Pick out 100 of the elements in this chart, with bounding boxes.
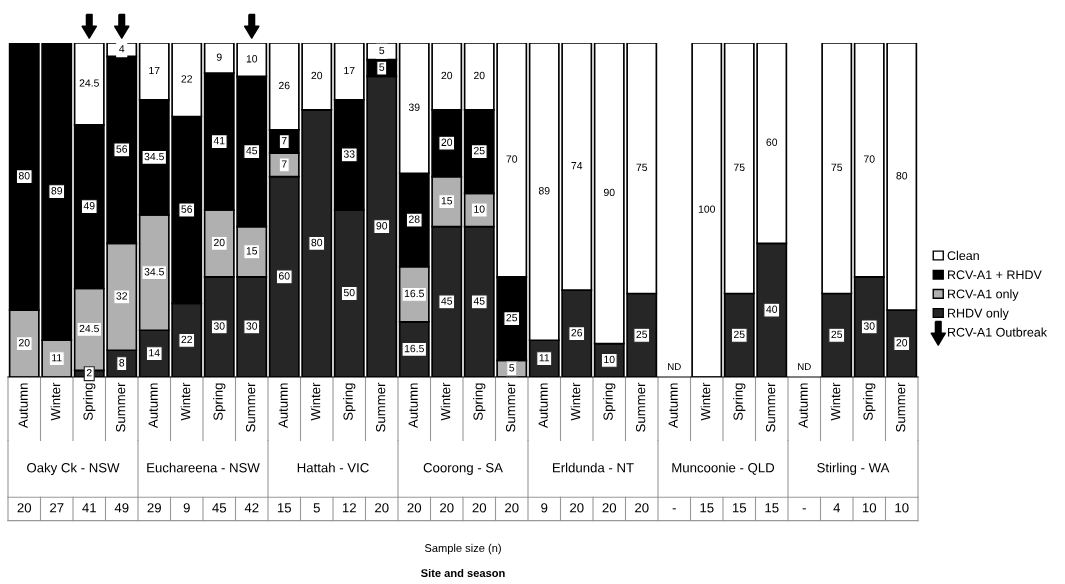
x-tick-label: Summer [245,382,256,432]
data-label: 10 [474,205,485,213]
x-tick-label: Autumn [798,383,808,428]
data-label: 50 [343,288,355,297]
data-label: 20 [441,138,453,146]
data-label: 20 [473,71,485,80]
data-label: 33 [343,150,355,158]
x-tick-label: Summer [375,382,386,432]
legend-label: RHDV only [948,308,1009,320]
data-label: 15 [246,247,258,255]
data-label: 34.5 [144,152,164,161]
data-label: 25 [636,330,648,339]
text: Hattah - VIC [297,462,369,473]
data-label: 70 [863,155,875,163]
text: 29 [147,503,161,513]
text: 20 [635,503,649,513]
data-label: 26 [571,329,583,337]
text: 41 [82,503,96,513]
legend-label: RCV-A1 + RHDV [948,270,1042,280]
x-tick-label: Winter [440,382,451,421]
annotation: ND [798,363,811,370]
x-tick-label: Spring [863,383,876,421]
x-tick-label: Summer [115,382,126,432]
data-label: 45 [246,147,258,155]
data-label: 30 [246,322,258,330]
x-tick-label: Autumn [668,383,678,428]
text: Sample size (n) [424,543,501,555]
data-label: 22 [181,75,193,83]
data-label: 89 [538,187,550,195]
text: 10 [862,503,877,513]
data-label: 5 [379,63,385,71]
data-label: 75 [831,163,843,172]
text: Muncoonie - QLD [672,462,775,475]
legend-label: RCV-A1 only [948,289,1019,301]
data-label: 49 [83,202,95,210]
data-label: 75 [636,163,648,172]
text: - [802,508,806,510]
data-label: 2 [86,369,92,377]
data-label: 16.5 [404,289,424,298]
x-tick-label: Spring [213,383,226,421]
data-label: 41 [213,137,225,145]
x-tick-label: Winter [310,382,321,421]
data-label: 34.5 [144,268,164,276]
x-tick-label: Autumn [408,383,418,428]
text: 45 [212,503,227,513]
data-label: 20 [311,71,323,80]
x-tick-label: Autumn [538,383,548,428]
data-label: 22 [181,335,193,343]
data-label: 4 [119,45,125,53]
text: 10 [895,503,909,513]
x-tick-label: Autumn [278,383,288,428]
text: Stirling - WA [817,462,890,475]
text: Oaky Ck - NSW [27,462,120,475]
data-label: 26 [278,81,290,90]
x-tick-label: Summer [505,382,516,432]
text: 20 [407,503,422,513]
legend-label: Clean [947,250,979,261]
text: 15 [732,503,747,513]
x-tick-label: Spring [733,383,746,421]
data-label: 32 [116,292,128,300]
data-label: 90 [603,188,615,197]
x-tick-label: Spring [473,383,486,421]
data-label: 25 [506,313,518,322]
data-label: 30 [863,322,875,330]
text: 49 [114,503,129,513]
data-label: 80 [311,238,323,247]
text: 12 [342,503,356,513]
data-label: 25 [831,330,843,339]
text: 15 [277,503,292,513]
text: Euchareena - NSW [147,462,260,473]
text: - [672,508,676,510]
text: 20 [17,503,32,513]
x-tick-label: Summer [765,382,776,432]
data-label: 20 [441,71,453,80]
text: 9 [183,503,190,513]
data-label: 16.5 [404,344,424,353]
x-tick-label: Spring [603,383,616,421]
text: 42 [244,503,259,513]
x-tick-label: Winter [830,382,841,421]
data-label: 80 [896,172,908,180]
text: 20 [472,503,487,513]
data-label: 11 [52,354,62,362]
text: 20 [570,503,584,513]
data-label: 56 [181,205,193,213]
text: 20 [602,503,617,513]
text: 5 [313,503,320,513]
data-label: 45 [441,297,453,305]
data-label: 25 [473,146,485,155]
data-label: 24.5 [79,324,99,333]
data-label: 17 [344,66,355,75]
data-label: 28 [408,215,420,223]
data-label: 7 [281,160,287,168]
data-label: 70 [506,155,518,163]
x-tick-label: Summer [635,382,646,432]
data-label: 20 [896,339,908,347]
data-label: 10 [246,55,258,63]
text: 9 [541,503,548,513]
data-label: 90 [376,222,388,230]
data-label: 8 [119,359,125,367]
data-label: 60 [278,272,290,280]
